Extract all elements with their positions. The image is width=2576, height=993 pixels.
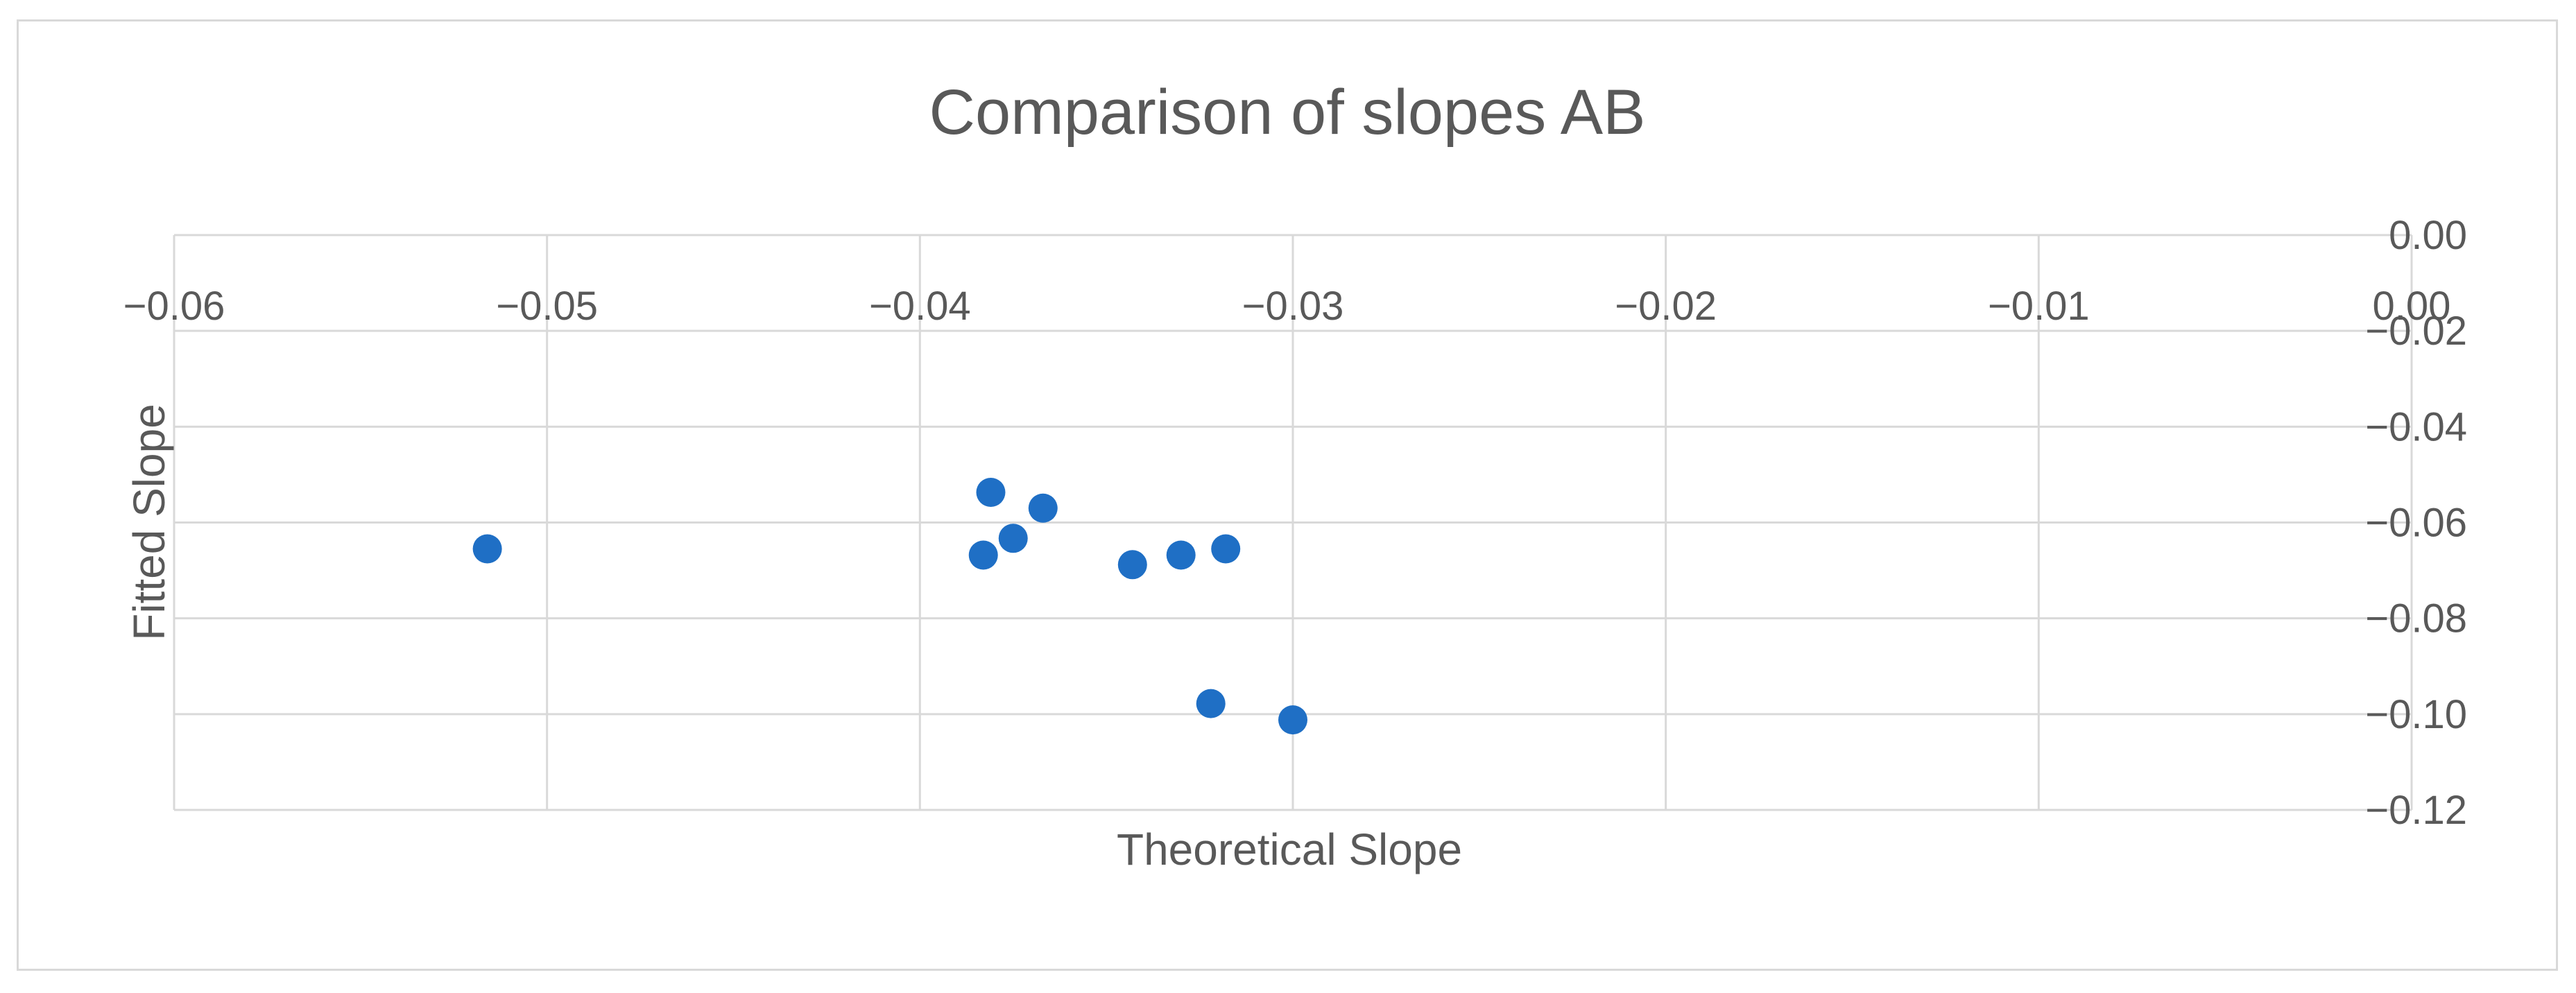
- data-point: [1278, 705, 1307, 735]
- y-tick-label: −0.02: [2365, 309, 2467, 354]
- y-tick-label: −0.04: [2365, 404, 2467, 449]
- data-point: [1166, 540, 1196, 570]
- data-point: [472, 534, 502, 564]
- data-point: [968, 540, 998, 570]
- x-tick-label: −0.01: [1988, 284, 2090, 329]
- y-axis-title: Fitted Slope: [124, 404, 174, 641]
- data-point: [998, 524, 1028, 553]
- scatter-chart: Comparison of slopes AB −0.06 −0.05 −0.04 −…: [123, 77, 2467, 874]
- data-point: [1211, 534, 1241, 564]
- x-tick-label: −0.04: [869, 284, 971, 329]
- chart-title: Comparison of slopes AB: [929, 77, 1646, 148]
- x-tick-label: 0.00: [2373, 284, 2451, 329]
- tick-labels: −0.06 −0.05 −0.04 −0.03 −0.02 −0.01 0.000.00−0…: [123, 213, 2467, 833]
- x-tick-label: −0.02: [1615, 284, 1717, 329]
- y-tick-label: −0.06: [2365, 501, 2467, 546]
- data-point: [1196, 689, 1226, 718]
- x-tick-label: −0.06: [123, 284, 225, 329]
- y-tick-label: −0.10: [2365, 692, 2467, 737]
- x-tick-label: −0.03: [1242, 284, 1344, 329]
- data-point: [1117, 550, 1147, 580]
- data-points: [472, 477, 1307, 735]
- x-tick-label: −0.05: [496, 284, 598, 329]
- y-tick-label: −0.08: [2365, 596, 2467, 641]
- y-tick-label: 0.00: [2389, 213, 2467, 258]
- y-tick-label: −0.12: [2365, 788, 2467, 833]
- chart-area: Comparison of slopes AB −0.06 −0.05 −0.04 −…: [17, 19, 2558, 971]
- x-axis-title: Theoretical Slope: [1117, 824, 1462, 874]
- data-point: [976, 477, 1006, 507]
- data-point: [1028, 493, 1058, 523]
